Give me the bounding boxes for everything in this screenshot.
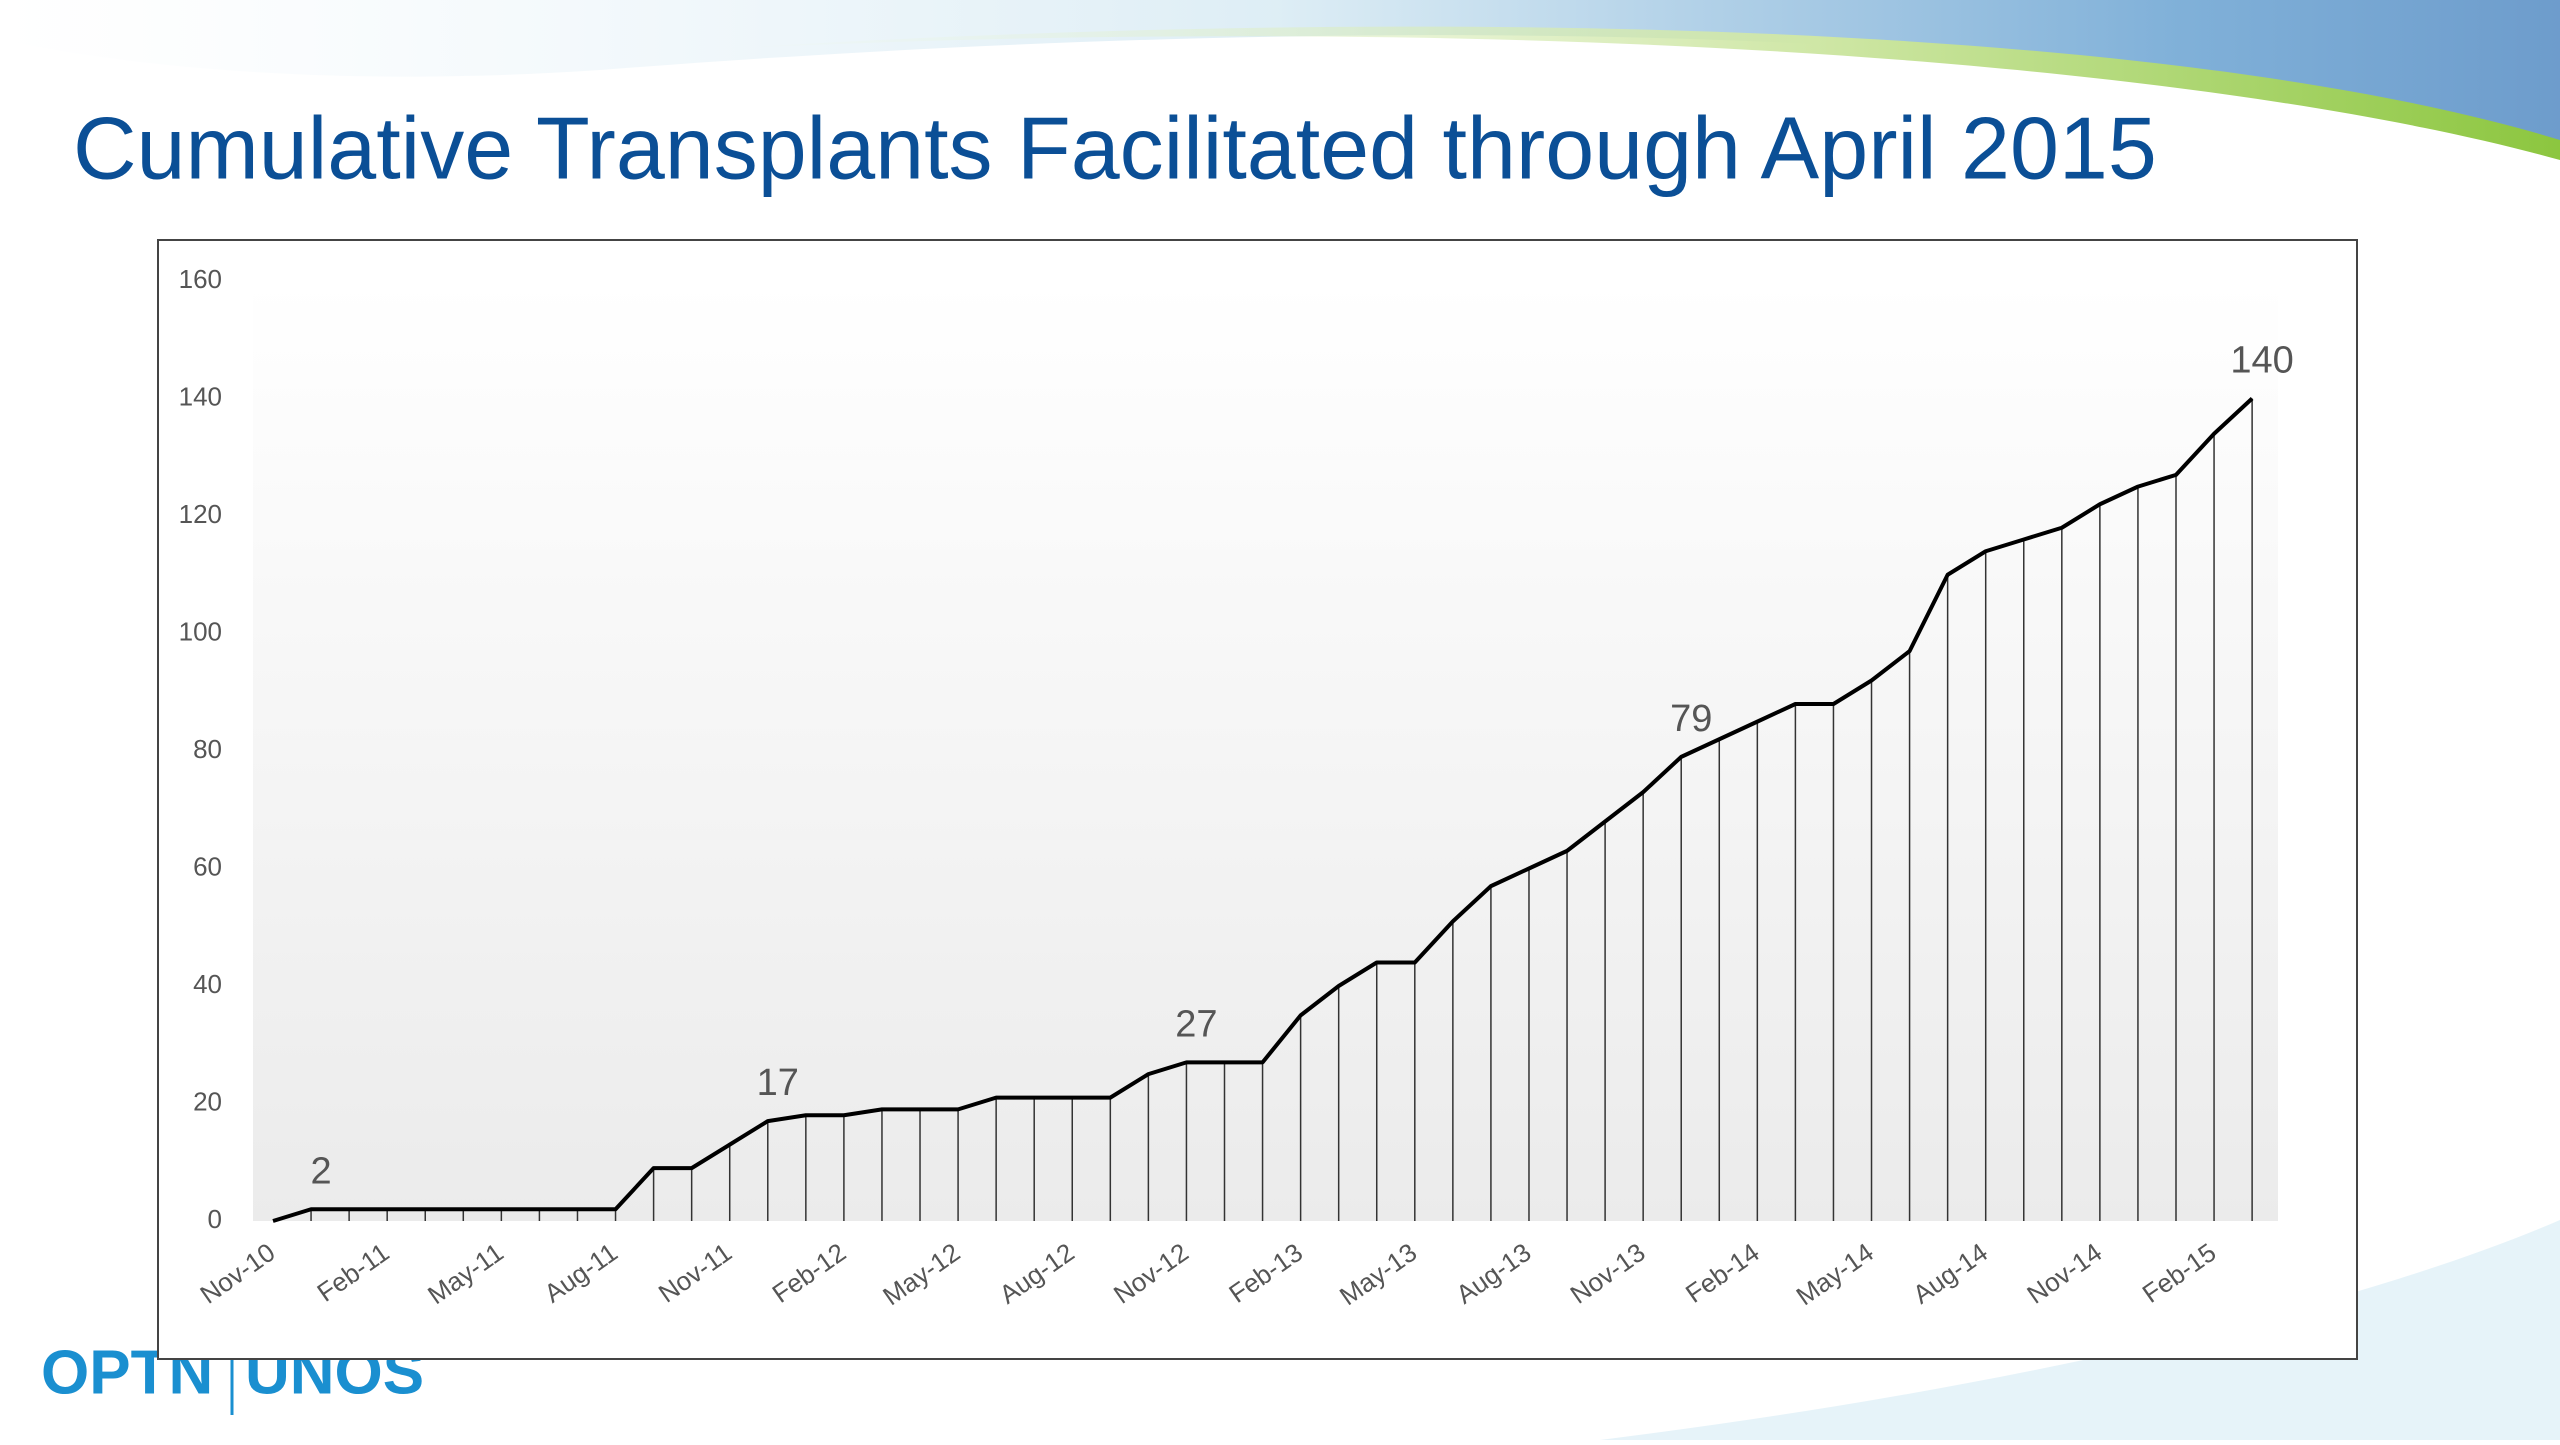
y-tick-label: 40 [193,969,222,999]
y-tick-label: 140 [179,381,222,411]
header-swoosh [0,0,2560,150]
y-tick-label: 100 [179,616,222,646]
data-line [272,397,2254,1223]
data-label: 140 [2230,340,2293,382]
data-label: 2 [310,1150,331,1192]
footer-swoosh [1600,1220,2560,1440]
slide-title: Cumulative Transplants Facilitated throu… [73,98,2157,197]
data-label: 17 [757,1062,799,1104]
y-tick-label: 20 [193,1086,222,1116]
y-tick-label: 0 [208,1204,222,1234]
header-swoosh-green [700,26,2560,160]
y-tick-label: 80 [193,734,222,764]
data-label: 79 [1670,698,1712,740]
y-tick-label: 120 [179,499,222,529]
y-tick-label: 60 [193,851,222,881]
plot-area [253,281,2278,1221]
y-tick-label: 160 [179,264,222,294]
data-label: 27 [1175,1003,1217,1045]
